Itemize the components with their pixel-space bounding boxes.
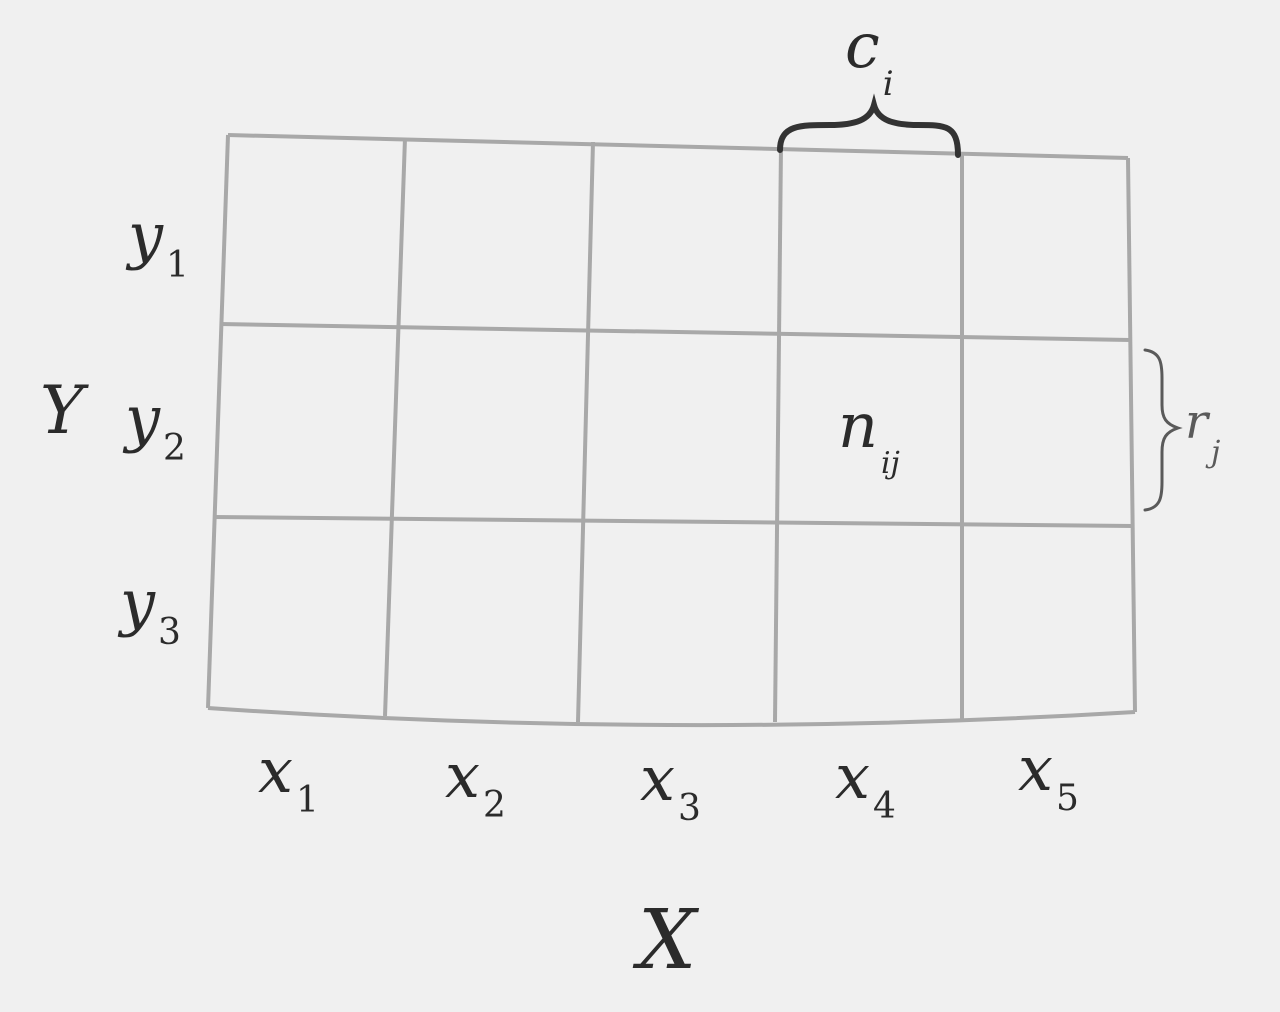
row-sum-base: r [1185, 394, 1208, 450]
y-label-3: y3 [120, 572, 181, 651]
column-sum-base: c [845, 9, 880, 82]
grid-horizontal-line-1 [227, 133, 1129, 160]
cell-label-base: n [838, 389, 878, 462]
x-label-4-base: x [835, 740, 870, 813]
x-label-5: x5 [1018, 738, 1079, 817]
x-label-2: x2 [445, 745, 506, 824]
y-label-3-sub: 3 [158, 612, 181, 653]
x-label-3-sub: 3 [677, 788, 701, 829]
column-brace [777, 93, 961, 158]
y-label-3-base: y [120, 566, 156, 639]
x-label-4-sub: 4 [872, 786, 896, 827]
column-sum-sub: i [882, 64, 894, 104]
grid-horizontal-line-4 [207, 706, 1136, 728]
row-brace [1143, 348, 1183, 512]
x-label-1: x1 [258, 740, 319, 819]
x-label-3: x3 [640, 748, 701, 827]
x-label-1-sub: 1 [295, 780, 319, 821]
x-axis-symbol: X [638, 893, 697, 988]
grid-vertical-line-6 [1126, 157, 1137, 713]
grid-vertical-line-1 [206, 134, 230, 709]
x-label-2-sub: 2 [482, 785, 506, 826]
grid-vertical-line-2 [383, 137, 407, 717]
y-axis-symbol: Y [40, 372, 84, 449]
grid-horizontal-line-3 [212, 515, 1134, 528]
column-sum-label: ci [845, 15, 894, 102]
grid-horizontal-line-2 [219, 322, 1131, 342]
y-label-2-base: y [125, 382, 161, 455]
x-label-5-base: x [1018, 732, 1053, 805]
x-label-1-base: x [258, 734, 293, 807]
x-label-4: x4 [835, 746, 896, 825]
x-label-5-sub: 5 [1055, 778, 1079, 819]
cell-label-sub: ij [880, 446, 900, 481]
y-label-2: y2 [125, 388, 186, 467]
cell-label-nij: nij [838, 395, 900, 479]
y-label-2-sub: 2 [163, 428, 186, 469]
y-label-1-sub: 1 [166, 245, 189, 286]
y-label-1: y1 [128, 205, 189, 284]
x-label-2-base: x [445, 739, 480, 812]
x-label-3-base: x [640, 742, 675, 815]
row-sum-sub: j [1210, 435, 1221, 470]
grid-vertical-line-4 [773, 145, 783, 723]
y-label-1-base: y [128, 199, 164, 272]
grid-vertical-line-3 [576, 141, 595, 723]
row-sum-label: rj [1185, 398, 1220, 468]
